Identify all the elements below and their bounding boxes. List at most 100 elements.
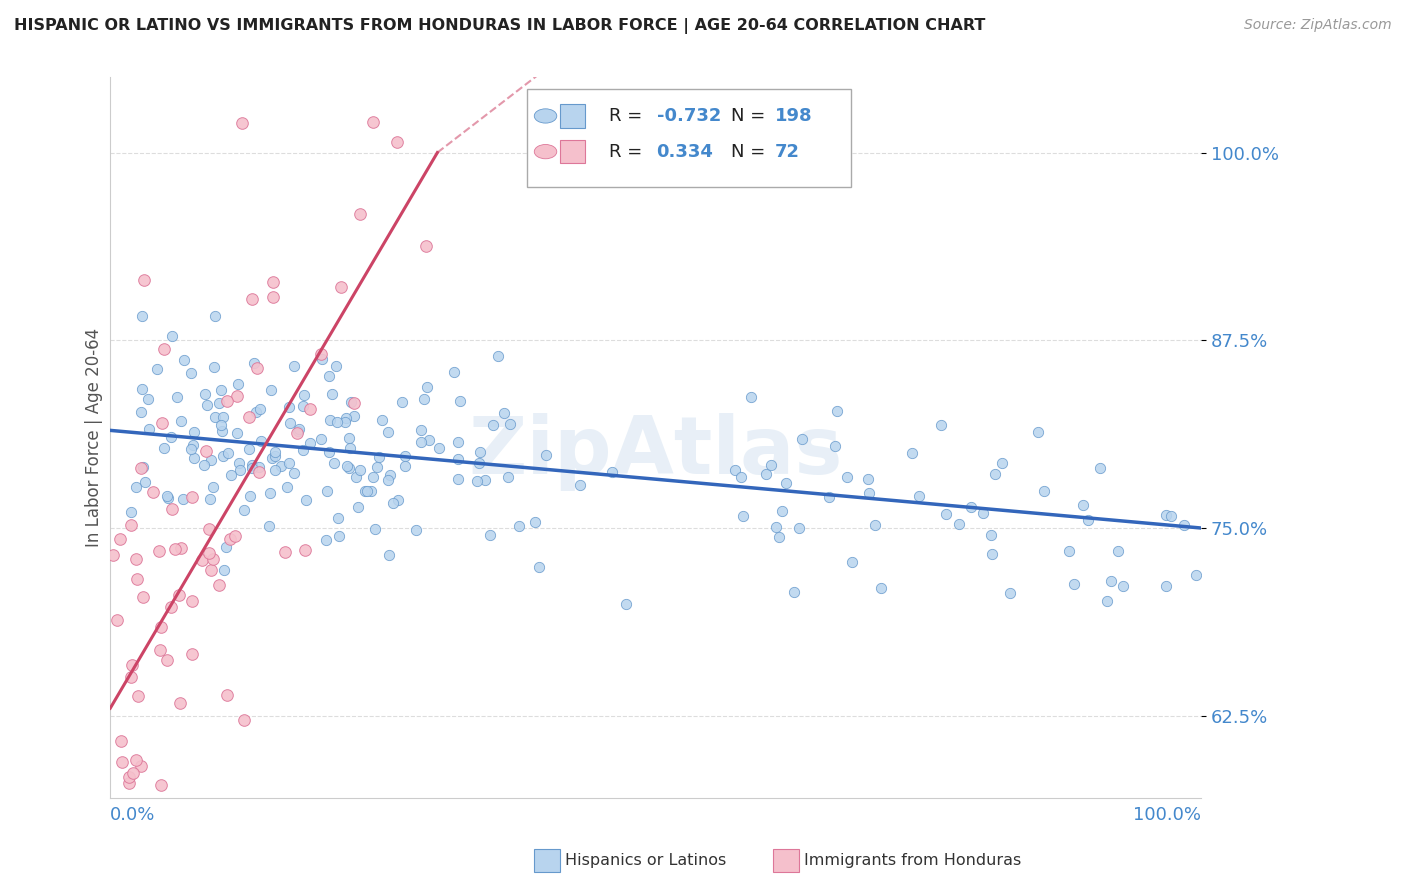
Point [131, 759, 153, 773]
Point [169, 588, 191, 602]
Point [468, 444, 491, 458]
Point [337, 461, 360, 475]
Point [360, 483, 382, 498]
Text: 100.0%: 100.0% [1133, 805, 1201, 824]
Point [211, 449, 233, 463]
Point [125, 551, 148, 566]
Point [443, 365, 465, 379]
Point [370, 413, 392, 427]
Point [131, 382, 153, 396]
Point [225, 425, 247, 440]
Point [195, 398, 218, 412]
Point [447, 472, 470, 486]
Point [160, 502, 183, 516]
Point [283, 359, 305, 374]
Text: Hispanics or Latinos: Hispanics or Latinos [565, 854, 727, 868]
Point [263, 463, 285, 477]
Point [981, 547, 1004, 561]
Point [343, 396, 366, 410]
Point [278, 400, 301, 414]
Point [159, 430, 181, 444]
Point [257, 519, 280, 533]
Point [243, 356, 266, 370]
Point [858, 472, 880, 486]
Point [136, 392, 159, 406]
Point [183, 425, 205, 439]
Point [200, 452, 222, 467]
Point [211, 409, 233, 424]
Text: N =: N = [731, 143, 770, 161]
Point [132, 590, 155, 604]
Point [291, 443, 314, 458]
Point [311, 432, 333, 446]
Point [125, 480, 148, 494]
Point [111, 814, 134, 828]
Point [765, 520, 787, 534]
Point [311, 352, 333, 367]
Point [202, 480, 225, 494]
Point [529, 559, 551, 574]
Point [775, 475, 797, 490]
Text: R =: R = [609, 143, 648, 161]
Point [322, 456, 344, 470]
Point [249, 402, 271, 417]
Point [499, 417, 522, 432]
Point [770, 504, 793, 518]
Point [131, 460, 153, 475]
Point [156, 652, 179, 666]
Point [110, 734, 132, 748]
Text: N =: N = [731, 107, 770, 125]
Text: 0.0%: 0.0% [110, 805, 156, 824]
Point [107, 613, 129, 627]
Point [870, 581, 893, 595]
Point [262, 290, 284, 304]
Point [217, 446, 239, 460]
Point [118, 770, 141, 784]
Point [194, 443, 217, 458]
Point [356, 483, 378, 498]
Point [170, 414, 193, 428]
Point [321, 387, 343, 401]
Point [262, 450, 284, 465]
Point [198, 492, 221, 507]
Point [377, 425, 399, 439]
Point [865, 517, 887, 532]
Point [740, 390, 762, 404]
Point [759, 458, 782, 472]
Point [339, 442, 361, 456]
Point [349, 207, 371, 221]
Point [259, 486, 281, 500]
Point [228, 456, 250, 470]
Point [316, 483, 339, 498]
Point [755, 467, 778, 482]
Point [120, 670, 142, 684]
Point [134, 836, 156, 850]
Point [262, 275, 284, 289]
Point [1097, 594, 1119, 608]
Point [366, 459, 388, 474]
Point [209, 383, 232, 397]
Point [264, 449, 287, 463]
Point [409, 434, 432, 449]
Point [935, 507, 957, 521]
Point [238, 442, 260, 456]
Point [246, 361, 269, 376]
Point [215, 688, 238, 702]
Point [132, 273, 155, 287]
Point [1107, 543, 1129, 558]
Point [173, 353, 195, 368]
Point [125, 572, 148, 586]
Point [181, 648, 204, 662]
Point [482, 417, 505, 432]
Point [980, 528, 1002, 542]
Point [391, 395, 413, 409]
Point [394, 449, 416, 463]
Point [416, 380, 439, 394]
Point [524, 515, 547, 529]
Point [150, 779, 173, 793]
Point [449, 393, 471, 408]
Point [270, 459, 292, 474]
Point [277, 456, 299, 470]
Point [787, 521, 810, 535]
Point [984, 467, 1007, 481]
